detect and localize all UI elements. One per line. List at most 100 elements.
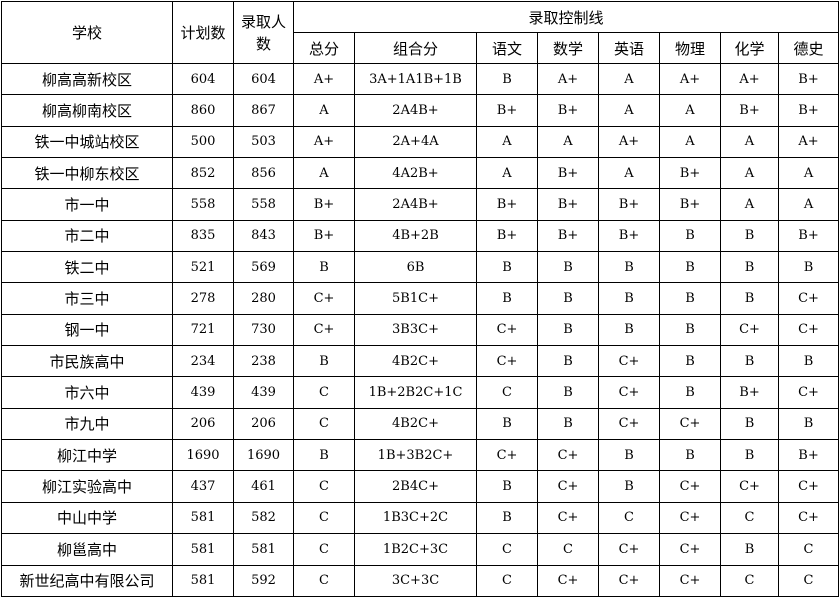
grade-cell: C+ — [659, 407, 721, 441]
grade-cell: 1B2C+3C — [354, 533, 477, 566]
grade-cell: 4A2B+ — [354, 157, 477, 190]
grade-cell: A — [720, 157, 779, 190]
admitted-count: 730 — [233, 313, 294, 347]
grade-cell: C — [476, 376, 538, 409]
grade-cell: C — [777, 533, 840, 566]
grade-cell: C+ — [598, 376, 660, 409]
grade-cell: B — [537, 376, 599, 409]
grade-cell: B+ — [476, 94, 538, 127]
header-plan: 计划数 — [172, 1, 234, 64]
admitted-count: 604 — [233, 62, 294, 96]
school-name: 柳江中学 — [1, 439, 173, 472]
table-row: 铁二中 521 569 B 6B B B B B B B — [1, 251, 840, 284]
plan-count: 721 — [172, 313, 234, 347]
grade-cell: B+ — [777, 62, 840, 96]
school-name: 市六中 — [1, 376, 173, 409]
grade-cell: A — [598, 94, 660, 127]
admitted-count: 206 — [233, 407, 294, 441]
school-name: 柳邕高中 — [1, 533, 173, 566]
plan-count: 500 — [172, 125, 234, 159]
grade-cell: 2B4C+ — [354, 470, 477, 503]
school-name: 市民族高中 — [1, 345, 173, 378]
table-row: 柳江实验高中 437 461 C 2B4C+ B C+ B C+ C+ C+ — [1, 470, 840, 503]
grade-cell: C+ — [476, 313, 538, 347]
grade-cell: 3A+1A1B+1B — [354, 62, 477, 96]
grade-cell: C+ — [777, 470, 840, 503]
grade-cell: B+ — [777, 439, 840, 472]
grade-cell: A — [777, 157, 840, 190]
table-row: 柳邕高中 581 581 C 1B2C+3C C C C+ C+ B C — [1, 533, 840, 566]
grade-cell: B — [659, 345, 721, 378]
grade-cell: B — [537, 345, 599, 378]
grade-cell: B — [598, 282, 660, 315]
header-subcolumn: 组合分 — [354, 32, 477, 64]
table-row: 市一中 558 558 B+ 2A4B+ B+ B+ B+ B+ A A — [1, 188, 840, 221]
grade-cell: B+ — [537, 219, 599, 253]
grade-cell: C — [720, 501, 779, 535]
grade-cell: 4B2C+ — [354, 407, 477, 441]
table-row: 市九中 206 206 C 4B2C+ B B C+ C+ B B — [1, 407, 840, 441]
admitted-count: 592 — [233, 564, 294, 597]
grade-cell: B — [476, 282, 538, 315]
grade-cell: B — [720, 251, 779, 284]
grade-cell: 6B — [354, 251, 477, 284]
school-name: 新世纪高中有限公司 — [1, 564, 173, 597]
grade-cell: C — [537, 533, 599, 566]
table-row: 柳江中学 1690 1690 B 1B+3B2C+ C+ C+ B B B B+ — [1, 439, 840, 472]
plan-count: 439 — [172, 376, 234, 409]
school-name: 铁二中 — [1, 251, 173, 284]
grade-cell: B+ — [659, 157, 721, 190]
grade-cell: B — [476, 62, 538, 96]
grade-cell: B — [659, 313, 721, 347]
plan-count: 860 — [172, 94, 234, 127]
plan-count: 835 — [172, 219, 234, 253]
school-name: 中山中学 — [1, 501, 173, 535]
grade-cell: C — [293, 407, 355, 441]
header-subcolumn: 英语 — [598, 32, 660, 64]
admitted-count: 582 — [233, 501, 294, 535]
grade-cell: C+ — [476, 439, 538, 472]
grade-cell: C+ — [659, 501, 721, 535]
grade-cell: B — [777, 251, 840, 284]
grade-cell: C+ — [293, 313, 355, 347]
grade-cell: A+ — [777, 125, 840, 159]
grade-cell: B — [659, 251, 721, 284]
grade-cell: C+ — [537, 470, 599, 503]
header-subcolumn: 化学 — [720, 32, 779, 64]
admitted-count: 558 — [233, 188, 294, 221]
header-subcolumn: 德史 — [777, 32, 840, 64]
grade-cell: B — [598, 313, 660, 347]
grade-cell: B+ — [293, 188, 355, 221]
grade-cell: C+ — [293, 282, 355, 315]
header-admitted: 录取人数 — [233, 1, 294, 64]
grade-cell: B+ — [293, 219, 355, 253]
grade-cell: B+ — [476, 188, 538, 221]
grade-cell: C+ — [537, 501, 599, 535]
grade-cell: B+ — [777, 94, 840, 127]
grade-cell: B — [537, 407, 599, 441]
grade-cell: A — [537, 125, 599, 159]
grade-cell: C+ — [598, 345, 660, 378]
admitted-count: 238 — [233, 345, 294, 378]
grade-cell: 2A+4A — [354, 125, 477, 159]
plan-count: 581 — [172, 501, 234, 535]
admitted-count: 439 — [233, 376, 294, 409]
grade-cell: B — [598, 251, 660, 284]
grade-cell: C+ — [777, 282, 840, 315]
admitted-count: 1690 — [233, 439, 294, 472]
school-name: 铁一中城站校区 — [1, 125, 173, 159]
grade-cell: C+ — [777, 501, 840, 535]
admitted-count: 856 — [233, 157, 294, 190]
grade-cell: B — [293, 251, 355, 284]
grade-cell: B — [720, 219, 779, 253]
header-control-line: 录取控制线 — [292, 1, 840, 33]
grade-cell: B — [537, 282, 599, 315]
grade-cell: B — [720, 407, 779, 441]
grade-cell: 2A4B+ — [354, 188, 477, 221]
grade-cell: B+ — [659, 188, 721, 221]
school-name: 铁一中柳东校区 — [1, 157, 173, 190]
grade-cell: B+ — [720, 376, 779, 409]
plan-count: 234 — [172, 345, 234, 378]
grade-cell: B — [720, 439, 779, 472]
grade-cell: C — [598, 501, 660, 535]
